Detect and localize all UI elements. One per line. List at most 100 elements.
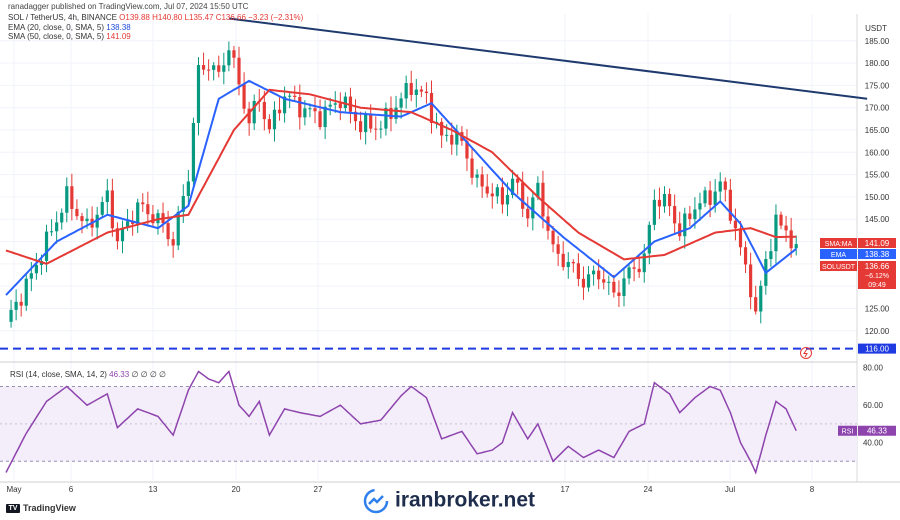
candle-body [166, 223, 170, 240]
time-tick-label: Jul [725, 485, 735, 494]
rsi-badge-label: RSI [842, 429, 854, 436]
candle-body [470, 158, 474, 178]
legend-ema-value: 138.38 [106, 22, 131, 32]
time-tick-label: 20 [232, 485, 241, 494]
candle [673, 194, 677, 235]
trend-line[interactable] [228, 17, 868, 100]
candle-body [678, 223, 682, 237]
candle-body [333, 103, 337, 105]
chart-legend[interactable]: SOL / TetherUS, 4h, BINANCE O139.88 H140… [8, 13, 303, 42]
candle [105, 178, 109, 215]
candle-body [571, 262, 575, 264]
legend-ema-row[interactable]: EMA (20, close, 0, SMA, 5) 138.38 [8, 23, 303, 33]
candle-body [156, 213, 160, 224]
sol-badge-timer: 09:49 [868, 282, 886, 289]
candle-body [323, 106, 327, 128]
candle-body [217, 65, 221, 72]
sma-badge: SMA:MA 141.09 [820, 238, 896, 248]
published-text: ranadagger published on TradingView.com,… [8, 2, 249, 11]
candle-body [237, 57, 241, 85]
candle-body [136, 202, 140, 224]
candle [318, 99, 322, 130]
candle-body [673, 206, 677, 224]
candle-body [131, 221, 135, 224]
candle-body [374, 128, 378, 130]
candle-body [85, 218, 89, 222]
candle-body [779, 214, 783, 226]
tradingview-mark-icon: TV [6, 504, 20, 514]
price-tick-label: 180.00 [865, 59, 890, 68]
candle [495, 184, 499, 204]
candle-body [227, 50, 231, 66]
candle [728, 178, 732, 224]
rsi-line [5, 370, 797, 475]
candle-body [313, 108, 317, 112]
candle [688, 205, 692, 227]
candle-body [657, 199, 662, 207]
rsi-legend[interactable]: RSI (14, close, SMA, 14, 2) 46.33 ∅ ∅ ∅ … [10, 370, 166, 379]
ema-line [5, 79, 797, 296]
candle [759, 280, 763, 324]
candle [521, 171, 525, 217]
candle-body [151, 214, 155, 224]
time-tick-label: 17 [561, 485, 570, 494]
price-tick-label: 160.00 [865, 148, 890, 157]
candle [404, 75, 408, 109]
candle-body [389, 107, 393, 119]
candle-body [212, 65, 216, 70]
candle [171, 231, 175, 258]
candle [100, 196, 104, 218]
candle-body [146, 204, 150, 215]
candle [627, 263, 631, 285]
rsi-legend-value: 46.33 [109, 370, 130, 379]
candle-body [561, 253, 565, 268]
time-tick-label: 8 [810, 485, 815, 494]
candle-body [495, 187, 499, 197]
ema-badge-value-box [858, 249, 896, 259]
time-tick-label: 6 [69, 485, 74, 494]
candle [343, 92, 347, 112]
candle-body [176, 211, 180, 246]
time-axis-ticks: May 6 13 20 27 17 24 Jul 8 [6, 485, 814, 494]
candle [262, 90, 266, 131]
candle-body [445, 134, 449, 136]
candle-body [784, 225, 788, 231]
candle-body [277, 109, 282, 114]
support-badge-value: 116.00 [865, 345, 889, 354]
candle-body [683, 213, 687, 237]
rsi-tick-label: 80.00 [863, 364, 884, 373]
candle-body [201, 65, 206, 70]
candle [75, 199, 79, 220]
candle-body [181, 196, 185, 212]
candle-body [662, 193, 667, 207]
candle [652, 189, 656, 231]
candle-body [551, 230, 555, 245]
candle [384, 102, 388, 136]
candle-body [191, 122, 196, 182]
candle [440, 118, 444, 148]
sma-badge-label: SMA:MA [825, 241, 853, 248]
candle-body [440, 121, 444, 136]
candle-body [521, 182, 525, 209]
candle [379, 120, 383, 139]
candle [637, 256, 641, 278]
tradingview-logo[interactable]: TV TradingView [6, 503, 76, 514]
candle-body [480, 174, 484, 187]
candle-body [713, 191, 717, 205]
candle [632, 258, 636, 282]
candle-body [627, 267, 631, 279]
candle [146, 191, 150, 227]
candle-body [450, 134, 454, 145]
rsi-badge-value: 46.33 [867, 427, 888, 436]
candle-body [409, 83, 413, 95]
candle [667, 188, 672, 217]
legend-sma-row[interactable]: SMA (50, close, 0, SMA, 5) 141.09 [8, 32, 303, 42]
price-tick-label: 155.00 [865, 171, 890, 180]
candle [358, 111, 363, 140]
candle-body [364, 114, 368, 133]
legend-ohlc: O139.88 H140.80 L135.47 C136.66 −3.23 (−… [119, 13, 304, 22]
candle [95, 206, 99, 240]
alert-icon[interactable] [800, 347, 812, 359]
price-tick-label: 145.00 [865, 215, 890, 224]
